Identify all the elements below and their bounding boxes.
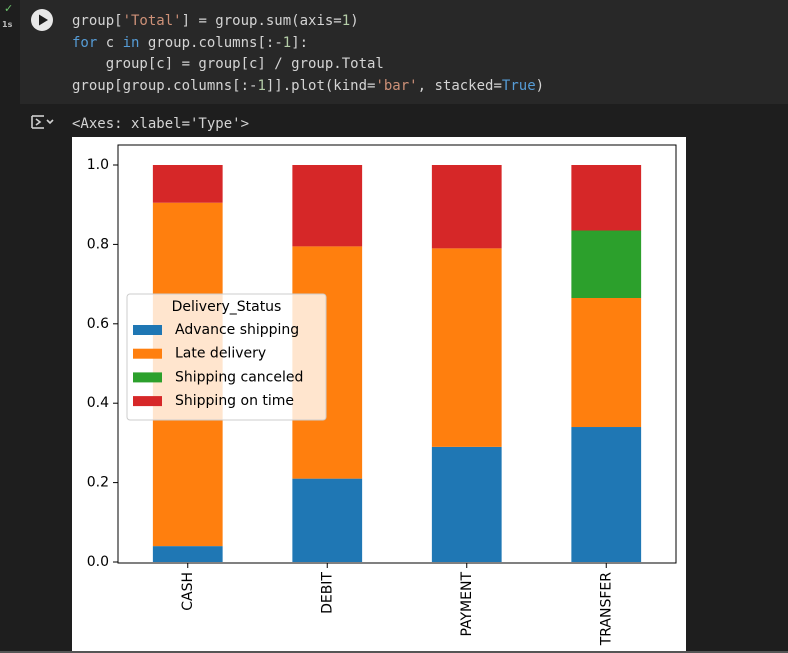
legend-swatch <box>133 348 162 359</box>
code-line: for c in group.columns[:-1]: <box>72 34 309 51</box>
legend-label: Late delivery <box>175 346 266 362</box>
legend-label: Shipping on time <box>175 393 294 409</box>
bar-payment-shipping-on-time <box>431 165 502 249</box>
x-tick-label: CASH <box>180 572 196 611</box>
output-toggle-button[interactable] <box>30 113 56 131</box>
bar-transfer-shipping-on-time <box>571 165 642 231</box>
run-cell-button[interactable] <box>31 9 53 31</box>
legend-swatch <box>133 325 162 335</box>
y-tick-label: 0.0 <box>87 554 109 570</box>
code-cell[interactable]: group['Total'] = group.sum(axis=1) for c… <box>20 0 788 104</box>
bar-debit-advance-shipping <box>292 478 363 562</box>
y-tick-label: 0.6 <box>87 316 109 332</box>
x-tick-label: PAYMENT <box>459 572 475 637</box>
legend-box <box>126 293 327 421</box>
y-tick-label: 0.4 <box>87 395 109 411</box>
check-icon: ✓ <box>4 2 14 15</box>
play-icon <box>39 14 48 26</box>
chart-figure: CASH DEBIT PAYMENT TRANSFER 0.0 0.2 0.4 0.6 0.8 1… <box>72 137 686 653</box>
y-tick-label: 0.8 <box>87 236 109 252</box>
execution-time: 1s <box>2 20 13 29</box>
bar-payment-advance-shipping <box>431 446 502 562</box>
legend-label: Shipping canceled <box>175 369 303 385</box>
cell-gutter: ✓ 1s <box>0 0 20 40</box>
stacked-bar-chart: CASH DEBIT PAYMENT TRANSFER 0.0 0.2 0.4 0.6 0.8 1… <box>87 144 677 647</box>
code-line: group[c] = group[c] / group.Total <box>72 56 384 72</box>
bar-payment-late-delivery <box>431 248 502 447</box>
bar-transfer-advance-shipping <box>571 427 642 562</box>
x-tick-label: TRANSFER <box>598 572 614 647</box>
legend-label: Advance shipping <box>175 322 299 338</box>
x-tick-label: DEBIT <box>319 572 335 614</box>
legend-title: Delivery_Status <box>172 299 282 315</box>
bar-transfer-late-delivery <box>571 297 642 428</box>
cell-divider <box>0 651 788 653</box>
legend-swatch <box>133 396 162 407</box>
y-tick-label: 1.0 <box>87 157 109 173</box>
bar-debit-shipping-on-time <box>292 165 363 247</box>
axes-frame <box>117 144 677 564</box>
legend-swatch <box>133 372 162 383</box>
bar-transfer-shipping-canceled <box>571 230 642 298</box>
output-repr: <Axes: xlabel='Type'> <box>72 116 250 132</box>
code-line: group['Total'] = group.sum(axis=1) <box>72 13 359 29</box>
bar-cash-shipping-on-time <box>152 165 223 203</box>
code-line: group[group.columns[:-1]].plot(kind='bar… <box>72 77 545 94</box>
y-tick-label: 0.2 <box>87 475 109 491</box>
output-toggle-icon <box>31 115 54 129</box>
code-editor[interactable]: group['Total'] = group.sum(axis=1) for c… <box>72 11 544 97</box>
bar-cash-advance-shipping <box>152 546 223 562</box>
